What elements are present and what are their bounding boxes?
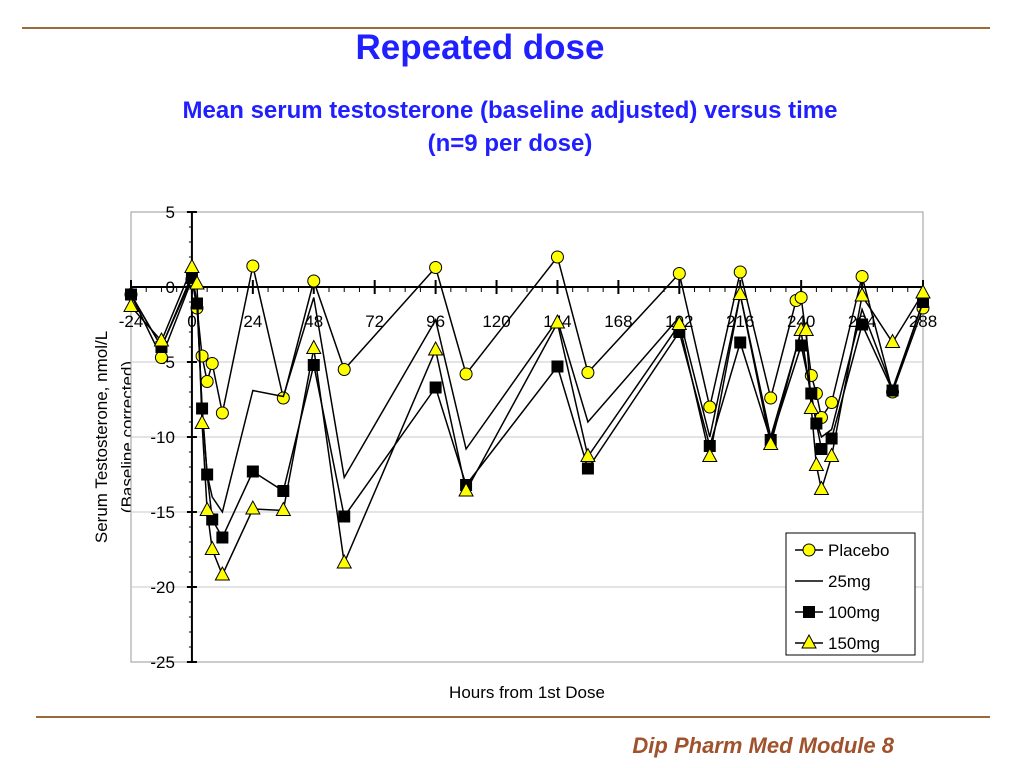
y-tick-label: 0 (165, 278, 174, 297)
data-point-150mg (123, 297, 139, 312)
data-point-150mg (798, 321, 815, 336)
data-point-placebo (825, 396, 839, 409)
subtitle-line-1: Mean serum testosterone (baseline adjust… (182, 97, 838, 124)
data-point-placebo (459, 367, 473, 381)
data-point-100mg (246, 465, 259, 478)
data-point-100mg (734, 336, 747, 349)
data-point-150mg (184, 258, 200, 273)
y-axis-label-line-1: Serum Testosterone, nmol/L (92, 331, 111, 543)
data-point-placebo (205, 357, 219, 370)
y-tick-label: 5 (165, 203, 174, 222)
data-point-150mg (813, 480, 830, 495)
data-point-150mg (204, 540, 221, 555)
subtitle-line-2: (n=9 per dose) (427, 130, 593, 157)
legend-label-150mg: 150mg (828, 634, 880, 653)
data-point-150mg (671, 315, 688, 330)
data-point-placebo (429, 261, 443, 274)
data-point-placebo (246, 259, 260, 273)
x-tick-label: 0 (187, 312, 196, 331)
legend: Placebo 25mg 100mg 150mg (785, 532, 916, 656)
data-point-placebo (195, 349, 209, 363)
legend-label-placebo: Placebo (828, 541, 889, 560)
data-point-placebo (703, 400, 717, 414)
data-point-150mg (854, 286, 870, 302)
series-150mg (123, 258, 931, 581)
y-tick-label: -10 (150, 428, 175, 447)
legend-label-100mg: 100mg (828, 603, 880, 622)
data-point-150mg (199, 501, 215, 516)
data-point-150mg (915, 283, 931, 299)
data-point-placebo (337, 363, 351, 376)
data-point-placebo (855, 270, 869, 283)
y-tick-label: -15 (150, 503, 175, 522)
data-point-placebo (276, 391, 290, 405)
data-point-100mg (216, 531, 229, 544)
bottom-rule (36, 716, 990, 718)
data-point-placebo (550, 250, 564, 264)
data-point-150mg (762, 435, 779, 450)
data-point-150mg (823, 447, 840, 462)
data-point-100mg (429, 381, 442, 394)
data-point-placebo (581, 366, 595, 379)
data-point-150mg (245, 499, 261, 515)
x-axis-label: Hours from 1st Dose (449, 683, 605, 702)
data-point-placebo (672, 267, 686, 280)
data-point-placebo (154, 351, 168, 364)
data-point-150mg (189, 274, 205, 290)
legend-marker-placebo (802, 543, 816, 557)
x-tick-label: 168 (604, 312, 632, 331)
x-tick-label: 72 (365, 312, 384, 331)
data-point-150mg (701, 447, 718, 462)
data-point-150mg (153, 331, 170, 347)
data-point-150mg (305, 339, 322, 354)
slide-title: Repeated dose (355, 28, 605, 67)
y-tick-label: -20 (150, 578, 175, 597)
data-point-150mg (549, 313, 566, 329)
slide-subtitle: Mean serum testosterone (baseline adjust… (0, 94, 1020, 160)
series-line-100mg (130, 275, 924, 540)
data-point-100mg (815, 443, 828, 455)
footer-text: Dip Pharm Med Module 8 (632, 733, 894, 758)
data-point-100mg (805, 387, 818, 400)
data-point-150mg (214, 565, 231, 581)
data-point-placebo (764, 391, 778, 405)
legend-label-25mg: 25mg (828, 572, 871, 591)
top-rule (22, 27, 990, 29)
data-point-100mg (338, 510, 351, 523)
x-tick-label: -24 (119, 312, 144, 331)
data-point-150mg (458, 481, 474, 497)
data-point-100mg (856, 318, 869, 331)
data-point-150mg (275, 501, 292, 516)
data-point-placebo (794, 291, 808, 304)
data-point-150mg (336, 553, 353, 569)
data-point-placebo (307, 274, 321, 288)
data-point-100mg (551, 360, 564, 373)
data-point-100mg (886, 384, 899, 397)
data-point-100mg (581, 462, 594, 475)
data-point-placebo (200, 375, 214, 388)
data-point-100mg (201, 468, 214, 481)
data-point-placebo (215, 406, 229, 420)
legend-marker-150mg (801, 633, 817, 649)
data-point-150mg (580, 447, 596, 462)
legend-marker-100mg (803, 606, 815, 618)
y-tick-label: -25 (150, 653, 175, 672)
data-point-150mg (803, 399, 820, 414)
data-point-100mg (125, 288, 137, 301)
data-point-150mg (884, 333, 901, 348)
data-point-150mg (808, 456, 825, 471)
x-tick-label: 24 (243, 312, 262, 331)
data-point-150mg (194, 414, 210, 429)
data-point-150mg (732, 285, 749, 300)
data-point-150mg (427, 340, 444, 356)
data-point-placebo (733, 265, 747, 279)
